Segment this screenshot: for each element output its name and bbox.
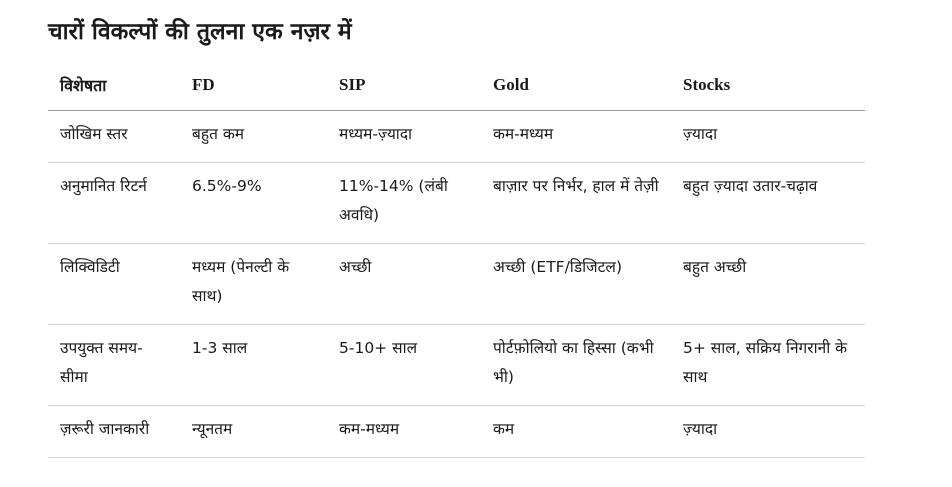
cell-sip: 11%-14% (लंबी अवधि) [327,162,481,244]
cell-gold: कम-मध्यम [481,110,671,163]
cell-fd: न्यूनतम [180,405,327,458]
cell-stocks: ज़्यादा [671,405,865,458]
table-header-row: विशेषता FD SIP Gold Stocks [48,60,865,111]
cell-stocks: बहुत ज़्यादा उतार-चढ़ाव [671,162,865,244]
cell-stocks: 5+ साल, सक्रिय निगरानी के साथ [671,324,865,406]
section-title: चारों विकल्पों की तुलना एक नज़र में [48,19,352,45]
table-row: जोखिम स्तर बहुत कम मध्यम-ज़्यादा कम-मध्य… [48,110,865,163]
cell-fd: मध्यम (पेनल्टी के साथ) [180,243,327,325]
cell-fd: 1-3 साल [180,324,327,406]
cell-gold: पोर्टफ़ोलियो का हिस्सा (कभी भी) [481,324,671,406]
table-row: अनुमानित रिटर्न 6.5%-9% 11%-14% (लंबी अव… [48,162,865,244]
cell-gold: अच्छी (ETF/डिजिटल) [481,243,671,325]
table-row: लिक्विडिटी मध्यम (पेनल्टी के साथ) अच्छी … [48,243,865,325]
header-gold: Gold [481,60,671,111]
cell-sip: 5-10+ साल [327,324,481,406]
cell-gold: बाज़ार पर निर्भर, हाल में तेज़ी [481,162,671,244]
row-label: लिक्विडिटी [48,243,180,325]
cell-fd: बहुत कम [180,110,327,163]
table-row: ज़रूरी जानकारी न्यूनतम कम-मध्यम कम ज़्या… [48,405,865,458]
header-sip: SIP [327,60,481,111]
cell-gold: कम [481,405,671,458]
cell-sip: मध्यम-ज़्यादा [327,110,481,163]
header-stocks: Stocks [671,60,865,111]
table-row: उपयुक्त समय-सीमा 1-3 साल 5-10+ साल पोर्ट… [48,324,865,406]
row-label: उपयुक्त समय-सीमा [48,324,180,406]
header-fd: FD [180,60,327,111]
header-feature: विशेषता [48,60,180,111]
cell-stocks: बहुत अच्छी [671,243,865,325]
row-label: जोखिम स्तर [48,110,180,163]
cell-stocks: ज़्यादा [671,110,865,163]
comparison-table: विशेषता FD SIP Gold Stocks जोखिम स्तर बह… [48,60,865,458]
cell-fd: 6.5%-9% [180,162,327,244]
row-label: अनुमानित रिटर्न [48,162,180,244]
cell-sip: कम-मध्यम [327,405,481,458]
row-label: ज़रूरी जानकारी [48,405,180,458]
cell-sip: अच्छी [327,243,481,325]
